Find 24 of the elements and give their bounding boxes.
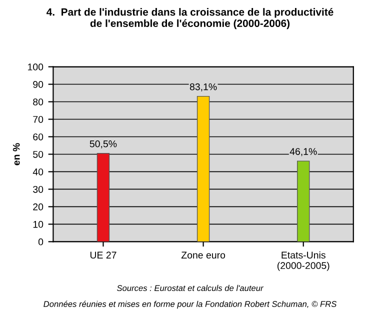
y-tick-label: 100: [28, 64, 44, 70]
x-tick-label: UE 27: [90, 252, 116, 259]
source-note: Sources : Eurostat et calculs de l'auteur: [116, 284, 264, 292]
y-axis-title: en %: [12, 143, 20, 166]
bar: [297, 160, 310, 242]
y-tick-label: 70: [33, 116, 44, 123]
text: Données réunies et mises en forme pour la Fondation Robert Schuman, © FRS: [44, 300, 337, 309]
x-tick-label: Zone euro: [181, 252, 226, 259]
bar: [196, 96, 210, 242]
chart-title: 4. Part de l'industrie dans la croissance de la productivité de l'ensemble de l'économie (2000-2006): [46, 8, 334, 30]
y-tick-label: 80: [33, 98, 44, 106]
data-label: 83,1%: [190, 83, 217, 92]
y-tick-label: 20: [33, 203, 44, 210]
data-label: 50,5%: [90, 140, 117, 148]
y-tick-label: 90: [33, 81, 44, 88]
y-tick-label: 0: [38, 238, 44, 246]
bar: [96, 153, 110, 242]
y-tick-label: 10: [33, 220, 44, 228]
y-tick-label: 40: [32, 168, 44, 176]
y-tick-label: 60: [33, 133, 44, 140]
data-label: 46,1%: [290, 148, 317, 156]
x-tick-label: Etats-Unis (2000-2005): [277, 251, 330, 271]
y-tick-label: 30: [33, 186, 44, 193]
y-tick-label: 50: [33, 150, 44, 158]
